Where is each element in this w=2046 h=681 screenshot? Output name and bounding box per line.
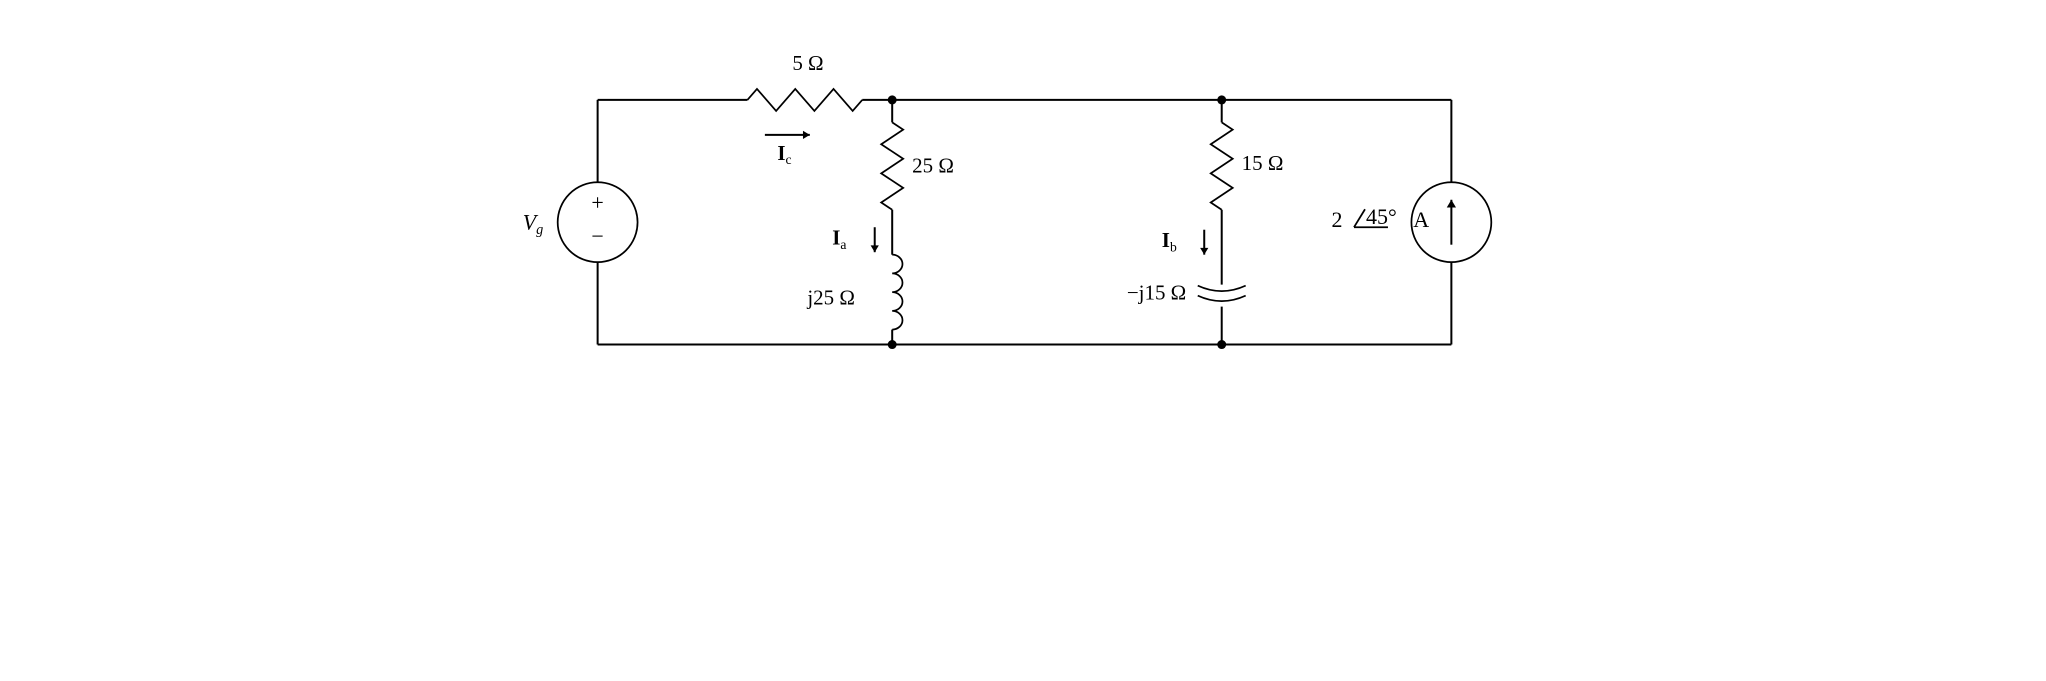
svg-text:Ia: Ia bbox=[832, 226, 846, 252]
svg-text:−: − bbox=[591, 224, 603, 249]
svg-text:5 Ω: 5 Ω bbox=[792, 51, 823, 75]
svg-text:+: + bbox=[591, 190, 603, 215]
svg-text:−j15 Ω: −j15 Ω bbox=[1126, 281, 1185, 305]
svg-text:15 Ω: 15 Ω bbox=[1241, 151, 1283, 175]
svg-text:25 Ω: 25 Ω bbox=[912, 153, 954, 177]
svg-text:Ib: Ib bbox=[1161, 228, 1176, 254]
svg-text:Vg: Vg bbox=[522, 210, 543, 238]
svg-text:Ic: Ic bbox=[777, 141, 791, 167]
svg-text:j25 Ω: j25 Ω bbox=[806, 286, 855, 310]
